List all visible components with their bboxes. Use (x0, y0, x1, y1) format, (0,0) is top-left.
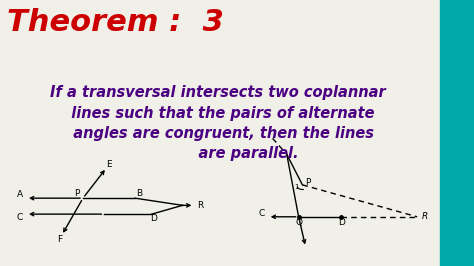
Bar (440, 0, 474, 266)
Text: D: D (151, 214, 157, 223)
Text: A: A (17, 190, 23, 200)
Text: 1: 1 (294, 184, 299, 190)
Text: C: C (17, 213, 23, 222)
Text: C: C (259, 209, 265, 218)
Text: F: F (57, 235, 62, 244)
Text: P: P (74, 189, 80, 198)
Text: Theorem :  3: Theorem : 3 (7, 8, 224, 37)
Text: If a transversal intersects two coplannar
  lines such that the pairs of alterna: If a transversal intersects two coplanna… (50, 85, 386, 161)
Text: P: P (305, 178, 311, 187)
Text: E: E (106, 160, 112, 169)
Text: R: R (197, 201, 204, 210)
Text: D: D (338, 218, 345, 227)
Text: B: B (136, 189, 142, 198)
Text: R: R (422, 212, 428, 221)
Text: Q: Q (295, 218, 302, 227)
